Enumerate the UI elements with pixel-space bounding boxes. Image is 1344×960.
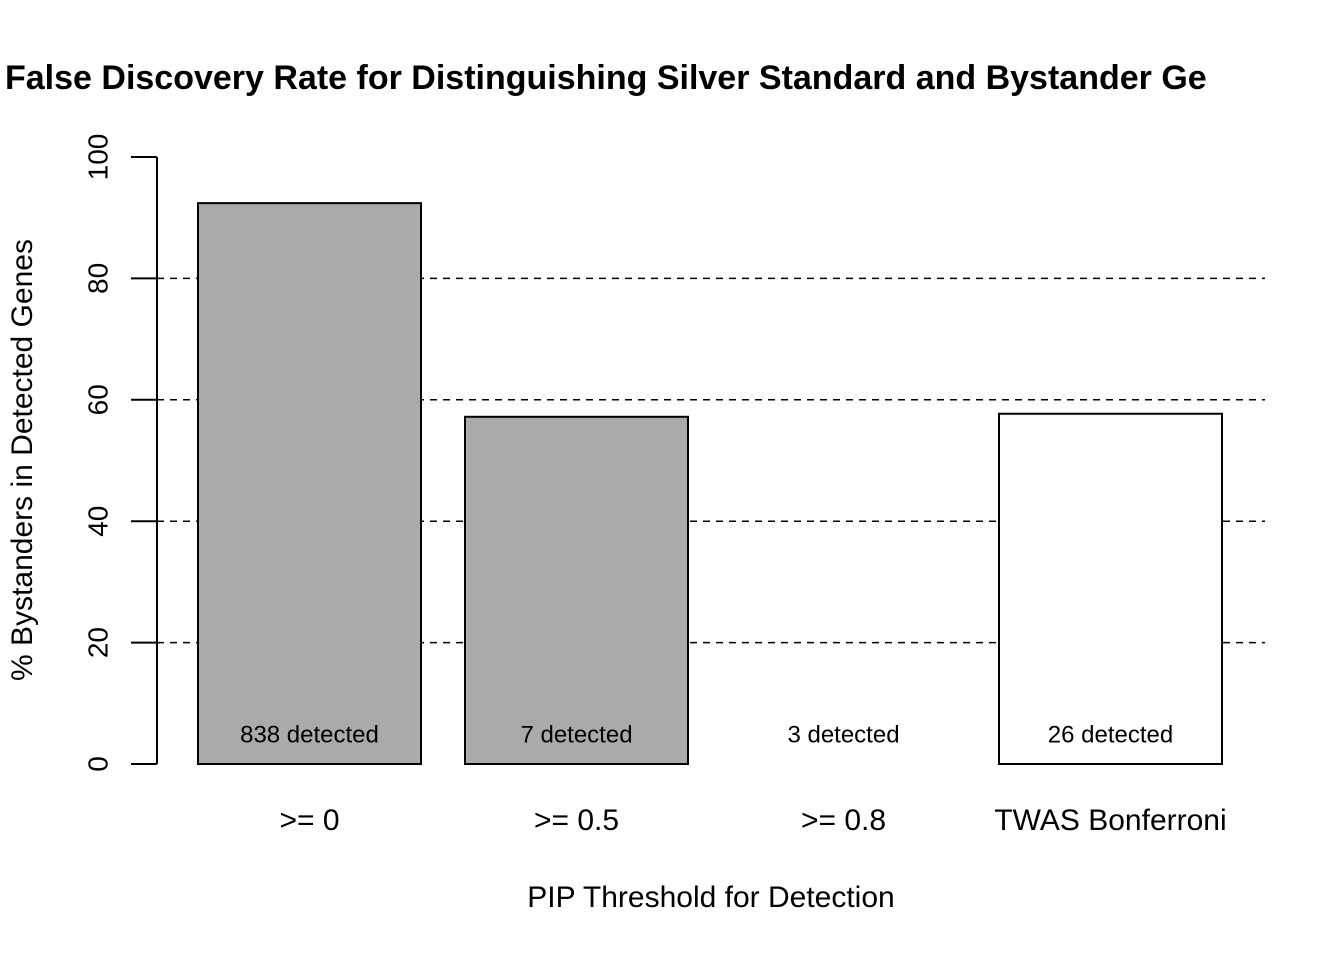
bar-annotation: 838 detected [240, 721, 379, 748]
x-tick-label: >= 0 [279, 804, 339, 837]
bar-annotation: 3 detected [787, 721, 899, 748]
y-tick-label: 80 [82, 263, 113, 294]
x-axis-label: PIP Threshold for Detection [527, 881, 894, 914]
y-tick-label: 100 [82, 134, 113, 181]
y-tick-label: 60 [82, 384, 113, 415]
bar [998, 412, 1223, 765]
bar [197, 202, 422, 765]
y-tick-label: 40 [82, 506, 113, 537]
x-tick-label: >= 0.8 [801, 804, 886, 837]
x-tick-label: TWAS Bonferroni [994, 804, 1226, 837]
bar-annotation: 26 detected [1048, 721, 1173, 748]
bar [464, 415, 689, 765]
x-tick-label: >= 0.5 [534, 804, 619, 837]
chart-title: False Discovery Rate for Distinguishing … [5, 59, 1207, 97]
bar-annotation: 7 detected [520, 721, 632, 748]
y-tick-label: 0 [82, 756, 113, 772]
y-tick-label: 20 [82, 627, 113, 658]
y-axis-label: % Bystanders in Detected Genes [6, 239, 39, 681]
